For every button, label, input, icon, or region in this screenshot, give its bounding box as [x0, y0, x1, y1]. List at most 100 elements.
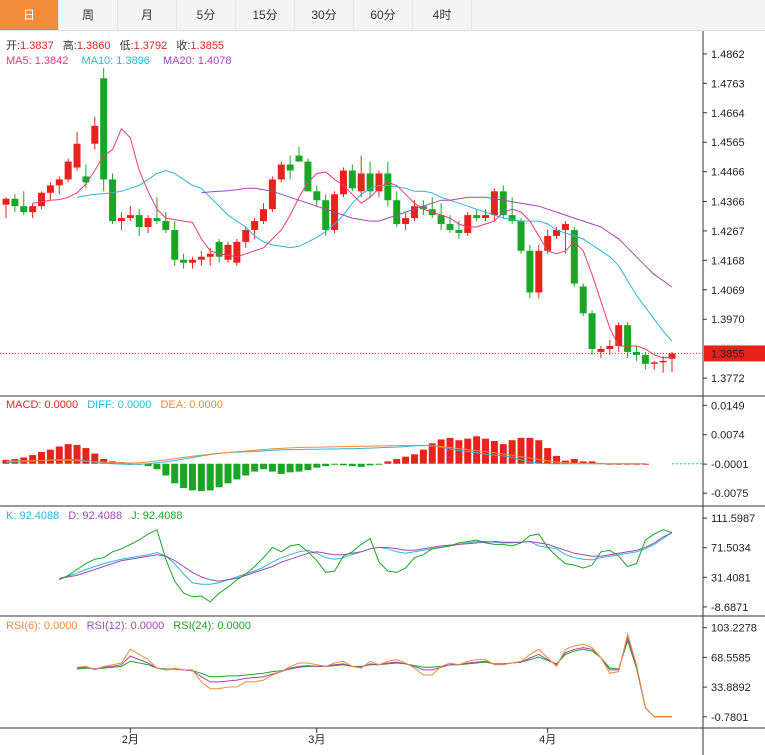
- macd-bar: [46, 449, 54, 464]
- svg-text:开:1.3837 高:1.3860: 开:1.3837 高:1.3860 低:1.3792 收:1.3855: [6, 38, 224, 52]
- candle-body: [668, 353, 676, 359]
- candle-body: [588, 313, 596, 349]
- macd-bar: [304, 463, 312, 471]
- macd-bar: [632, 463, 640, 465]
- candle-body: [508, 215, 516, 222]
- candle-body: [268, 179, 276, 210]
- ma10-line: [76, 169, 673, 342]
- candle-body: [659, 360, 667, 363]
- candle-body: [109, 179, 117, 222]
- tab-5[interactable]: 30分: [295, 0, 354, 30]
- candle-body: [464, 215, 472, 233]
- macd-bar: [402, 456, 410, 464]
- macd-bar: [482, 438, 490, 464]
- macd-bar: [38, 451, 46, 464]
- candle-body: [215, 241, 223, 257]
- macd-bar: [357, 463, 365, 467]
- macd-bar: [410, 454, 418, 464]
- macd-bar: [615, 463, 623, 465]
- x-tick-label: 4月: [539, 734, 556, 746]
- tab-0[interactable]: 日: [0, 0, 59, 30]
- candle-body: [561, 224, 569, 230]
- candle-body: [206, 253, 214, 257]
- candle-body: [606, 345, 614, 349]
- macd-bar: [455, 440, 463, 464]
- ma5-label: MA5: 1.3842: [6, 55, 68, 67]
- candle-body: [419, 206, 427, 210]
- tab-4[interactable]: 15分: [236, 0, 295, 30]
- macd-bar: [100, 459, 108, 464]
- macd-bar: [162, 463, 170, 476]
- x-tick-label: 3月: [308, 734, 325, 746]
- low-value: 1.3792: [134, 40, 168, 52]
- candle-body: [82, 176, 90, 183]
- candle-body: [260, 209, 268, 222]
- kdj-legend: K: 92.4088 D: 92.4088 J: 92.4088: [6, 510, 183, 522]
- candle-body: [348, 170, 356, 189]
- rsi24-label: RSI(24): 0.0000: [173, 620, 251, 632]
- macd-bar: [535, 440, 543, 464]
- candle-body: [624, 325, 632, 352]
- y-tick-label: 1.4565: [711, 137, 745, 149]
- tab-7[interactable]: 4时: [413, 0, 472, 30]
- candle-body: [38, 192, 46, 207]
- candle-body: [357, 173, 365, 192]
- macd-bar: [641, 463, 649, 465]
- macd-bar: [375, 463, 383, 465]
- candle-body: [46, 185, 54, 193]
- macd-bar: [508, 440, 516, 464]
- candle-body: [490, 191, 498, 216]
- tab-6[interactable]: 60分: [354, 0, 413, 30]
- macd-bar: [153, 463, 161, 470]
- candle-body: [11, 198, 19, 207]
- candle-body: [20, 206, 28, 213]
- period-tab-bar: 日周月 5分 15分 30分 60分 4时: [0, 0, 765, 31]
- y-tick-label: 1.3970: [711, 314, 745, 326]
- candle-body: [650, 362, 658, 364]
- candle-body: [135, 215, 143, 228]
- y-tick-label: 111.5987: [711, 513, 755, 525]
- candle-body: [197, 256, 205, 260]
- open-value: 1.3837: [20, 40, 54, 52]
- rsi12-label: RSI(12): 0.0000: [87, 620, 165, 632]
- y-tick-label: -0.0075: [711, 488, 748, 500]
- candle-body: [295, 155, 303, 162]
- y-tick-label: -8.6871: [711, 602, 748, 614]
- candle-body: [313, 191, 321, 201]
- candle-body: [384, 173, 392, 201]
- macd-bar: [588, 461, 596, 464]
- macd-bar: [180, 463, 188, 489]
- rsi-legend: RSI(6): 0.0000 RSI(12): 0.0000 RSI(24): …: [6, 620, 251, 632]
- macd-bar: [437, 439, 445, 464]
- y-tick-label: 1.3772: [711, 373, 745, 385]
- macd-bar: [606, 463, 614, 465]
- candle-body: [144, 218, 152, 228]
- candle-body: [499, 191, 507, 216]
- macd-bar: [570, 459, 578, 464]
- candle-body: [2, 198, 10, 205]
- y-tick-label: 0.0149: [711, 400, 745, 412]
- y-tick-label: 1.4763: [711, 78, 745, 90]
- last-price-label: 1.3855: [711, 348, 745, 360]
- macd-legend: MACD: 0.0000 DIFF: 0.0000 DEA: 0.0000: [6, 399, 223, 411]
- y-tick-label: 103.2278: [711, 623, 757, 635]
- tab-3[interactable]: 5分: [177, 0, 236, 30]
- macd-bar: [473, 436, 481, 464]
- tab-1[interactable]: 周: [59, 0, 118, 30]
- k-label: K: 92.4088: [6, 510, 59, 522]
- candle-body: [162, 221, 170, 230]
- candle-body: [535, 250, 543, 293]
- svg-text:K: 92.4088 D: 92.4088: K: 92.4088 D: 92.4088 J: 92.4088: [6, 510, 183, 522]
- price-legend: 开:1.3837 高:1.3860 低:1.3792 收:1.3855 MA5:…: [6, 38, 232, 67]
- tab-2[interactable]: 月: [118, 0, 177, 30]
- macd-bar: [197, 463, 205, 492]
- candle-body: [233, 241, 241, 263]
- macd-bar: [224, 463, 232, 484]
- candle-body: [117, 218, 125, 222]
- close-key: 收:: [176, 38, 190, 52]
- y-tick-label: 68.5585: [711, 652, 751, 664]
- diff-line: [5, 444, 646, 465]
- macd-bar: [55, 446, 63, 464]
- candle-body: [322, 200, 330, 230]
- y-tick-label: 1.4069: [711, 285, 745, 297]
